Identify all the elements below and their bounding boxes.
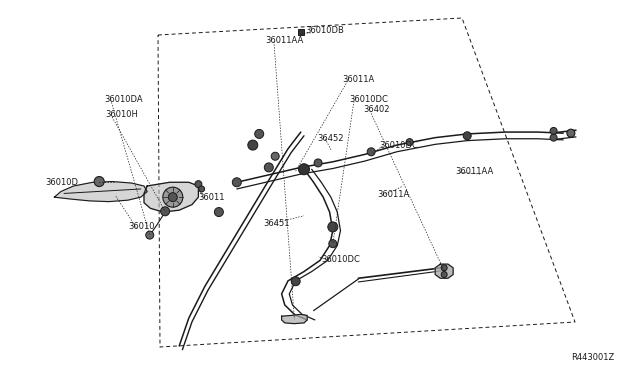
Circle shape: [291, 277, 300, 286]
Circle shape: [567, 129, 575, 137]
Circle shape: [264, 163, 273, 172]
Polygon shape: [54, 182, 147, 202]
Text: 36011A: 36011A: [378, 190, 410, 199]
Circle shape: [550, 128, 557, 134]
Text: 36010DB: 36010DB: [305, 26, 344, 35]
Text: 36010H: 36010H: [106, 110, 138, 119]
Circle shape: [198, 186, 205, 192]
Circle shape: [161, 207, 170, 216]
Circle shape: [195, 181, 202, 187]
Text: 36010D: 36010D: [45, 178, 78, 187]
Circle shape: [367, 148, 375, 156]
Text: R443001Z: R443001Z: [571, 353, 614, 362]
Circle shape: [248, 140, 258, 150]
Text: 36011AA: 36011AA: [456, 167, 494, 176]
Circle shape: [214, 208, 223, 217]
Text: 36010DC: 36010DC: [349, 95, 388, 104]
Text: 36011A: 36011A: [342, 76, 374, 84]
Circle shape: [94, 177, 104, 186]
Text: 36402: 36402: [364, 105, 390, 114]
Circle shape: [168, 193, 177, 202]
Circle shape: [328, 222, 338, 232]
Circle shape: [298, 164, 310, 175]
Circle shape: [314, 159, 322, 167]
Text: 36010DA: 36010DA: [104, 95, 143, 104]
Circle shape: [146, 231, 154, 239]
Circle shape: [255, 129, 264, 138]
Text: 36010DC: 36010DC: [321, 255, 360, 264]
Text: 36452: 36452: [317, 134, 344, 143]
Circle shape: [406, 139, 413, 145]
Circle shape: [271, 152, 279, 160]
Circle shape: [329, 240, 337, 248]
Circle shape: [232, 178, 241, 187]
Text: 36451: 36451: [264, 219, 290, 228]
Circle shape: [441, 272, 447, 278]
Text: 36010DC: 36010DC: [379, 141, 418, 150]
Text: 36011: 36011: [198, 193, 225, 202]
Circle shape: [163, 187, 183, 207]
Bar: [298, 29, 304, 35]
Polygon shape: [144, 182, 198, 212]
Circle shape: [463, 132, 471, 140]
Text: 36010: 36010: [128, 222, 154, 231]
Circle shape: [550, 134, 557, 141]
Polygon shape: [282, 314, 307, 324]
Text: 36011AA: 36011AA: [266, 36, 304, 45]
Circle shape: [441, 265, 447, 271]
Polygon shape: [435, 264, 453, 278]
